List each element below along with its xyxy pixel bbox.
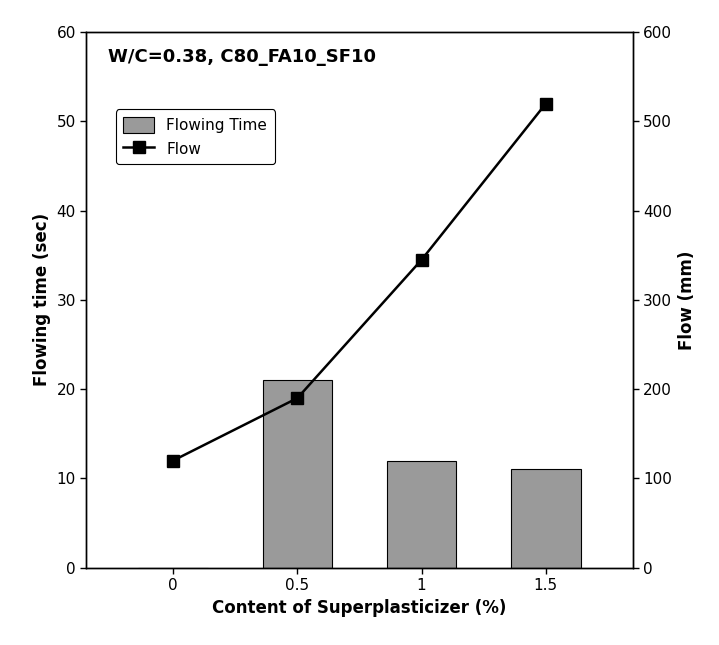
Bar [511, 470, 580, 568]
Text: W/C=0.38, C80_FA10_SF10: W/C=0.38, C80_FA10_SF10 [108, 48, 376, 66]
X-axis label: Content of Superplasticizer (%): Content of Superplasticizer (%) [212, 599, 507, 617]
Bar [262, 381, 332, 568]
Legend: Flowing Time, Flow: Flowing Time, Flow [116, 110, 275, 164]
Y-axis label: Flow (mm): Flow (mm) [678, 250, 696, 350]
Y-axis label: Flowing time (sec): Flowing time (sec) [33, 213, 51, 386]
Bar [387, 461, 457, 568]
